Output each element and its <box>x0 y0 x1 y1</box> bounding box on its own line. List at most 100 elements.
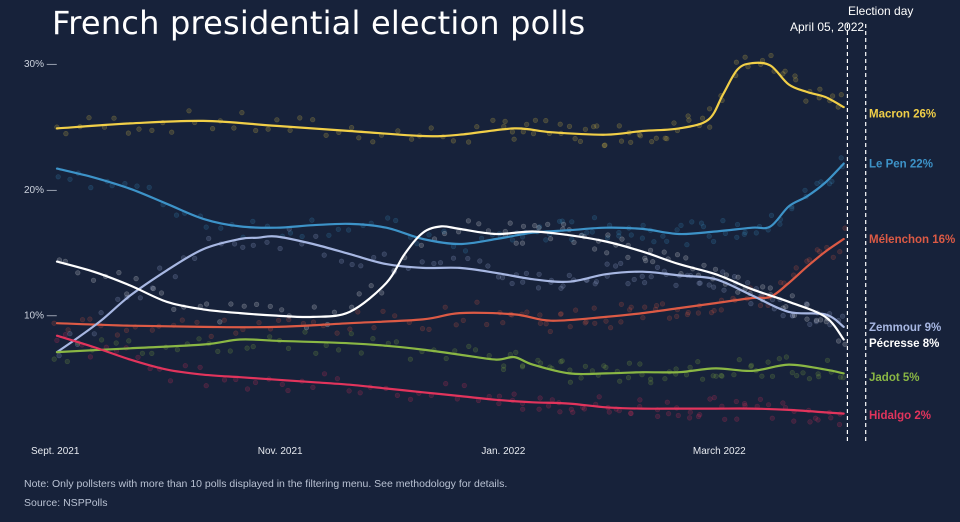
poll-dot <box>149 350 155 357</box>
poll-dot <box>828 415 834 421</box>
poll-dot <box>768 52 774 59</box>
poll-dot <box>267 303 273 310</box>
poll-dot <box>276 317 282 323</box>
poll-dot <box>684 311 691 318</box>
poll-dot <box>393 217 399 224</box>
trend-line-hidalgo <box>55 334 845 415</box>
poll-dot <box>661 249 667 255</box>
poll-dot <box>735 289 741 295</box>
poll-dot <box>67 176 73 182</box>
poll-dot <box>299 233 305 240</box>
poll-dot <box>837 249 843 255</box>
poll-dot <box>711 308 717 314</box>
poll-dot <box>662 376 668 382</box>
poll-dot <box>134 183 140 189</box>
poll-dot <box>157 265 163 271</box>
poll-dot <box>331 309 338 315</box>
poll-dot <box>626 360 633 366</box>
poll-dot <box>158 290 165 296</box>
poll-dot <box>426 326 432 333</box>
poll-dot <box>711 395 717 401</box>
poll-dot <box>336 347 342 353</box>
poll-dot <box>520 279 526 285</box>
poll-dot <box>794 373 800 379</box>
poll-dot <box>641 280 648 286</box>
poll-dot <box>114 332 120 338</box>
poll-dot <box>358 350 364 356</box>
poll-dot <box>713 373 719 379</box>
poll-dot <box>619 236 625 242</box>
poll-dot <box>626 307 633 313</box>
poll-dot <box>733 398 739 405</box>
poll-dot <box>648 380 654 386</box>
poll-dot <box>520 406 526 412</box>
poll-dot <box>428 125 434 131</box>
poll-dot <box>394 392 401 399</box>
poll-dot <box>628 304 634 310</box>
poll-dot <box>287 230 294 236</box>
poll-dot <box>674 252 681 258</box>
poll-dot <box>769 415 775 421</box>
poll-dot <box>584 229 590 236</box>
poll-dot <box>169 129 175 135</box>
poll-dot <box>685 309 691 316</box>
poll-dot <box>285 345 292 352</box>
x-tick-label: March 2022 <box>693 446 746 457</box>
poll-dot <box>348 331 354 337</box>
poll-dot <box>824 357 831 363</box>
poll-dot <box>558 311 564 317</box>
poll-dot <box>628 139 634 145</box>
poll-dot <box>583 319 589 325</box>
poll-dot <box>664 399 670 405</box>
poll-dot <box>479 235 485 241</box>
poll-dot <box>802 187 808 193</box>
poll-dot <box>252 379 259 386</box>
poll-dot <box>683 372 690 378</box>
poll-dot <box>443 381 449 387</box>
poll-dot <box>450 138 457 144</box>
poll-dot <box>221 317 227 323</box>
poll-dot <box>757 396 764 402</box>
poll-dot <box>817 317 824 323</box>
poll-dot <box>618 319 624 325</box>
poll-dot <box>700 224 707 230</box>
poll-dot <box>792 73 798 79</box>
poll-dot <box>233 330 239 336</box>
poll-dot <box>476 221 482 227</box>
trend-line-melenchon <box>55 237 845 329</box>
poll-dot <box>815 417 821 423</box>
poll-dot <box>606 409 612 415</box>
poll-dot <box>687 409 693 415</box>
poll-dot <box>591 215 598 221</box>
poll-dot <box>500 366 507 373</box>
poll-dot <box>768 212 775 218</box>
poll-dot <box>496 400 502 407</box>
poll-dot <box>731 274 738 280</box>
poll-dot <box>604 261 610 267</box>
poll-dot <box>572 136 578 142</box>
poll-dot <box>513 240 519 246</box>
poll-dot <box>537 360 544 366</box>
poll-dot <box>698 220 705 226</box>
poll-dot <box>838 155 844 161</box>
poll-dot <box>511 391 517 397</box>
poll-dot <box>285 387 291 394</box>
poll-dot <box>666 315 673 321</box>
poll-dot <box>560 221 567 227</box>
poll-dot <box>530 131 537 137</box>
axes-layer: 10% — 20% — 30% — Sept. 2021 Nov. 2021 Jan. 2… <box>24 24 867 457</box>
poll-dot <box>721 287 727 293</box>
poll-dot <box>88 185 94 191</box>
poll-dot <box>742 403 748 409</box>
poll-dot <box>838 92 844 98</box>
poll-dot <box>87 316 93 322</box>
poll-dot <box>815 371 821 377</box>
poll-dot <box>628 232 634 238</box>
poll-dot <box>817 86 823 92</box>
poll-dot <box>135 354 141 360</box>
poll-dot <box>765 402 772 408</box>
poll-dot <box>566 123 573 129</box>
poll-dot <box>625 281 631 287</box>
poll-dot <box>287 127 293 133</box>
